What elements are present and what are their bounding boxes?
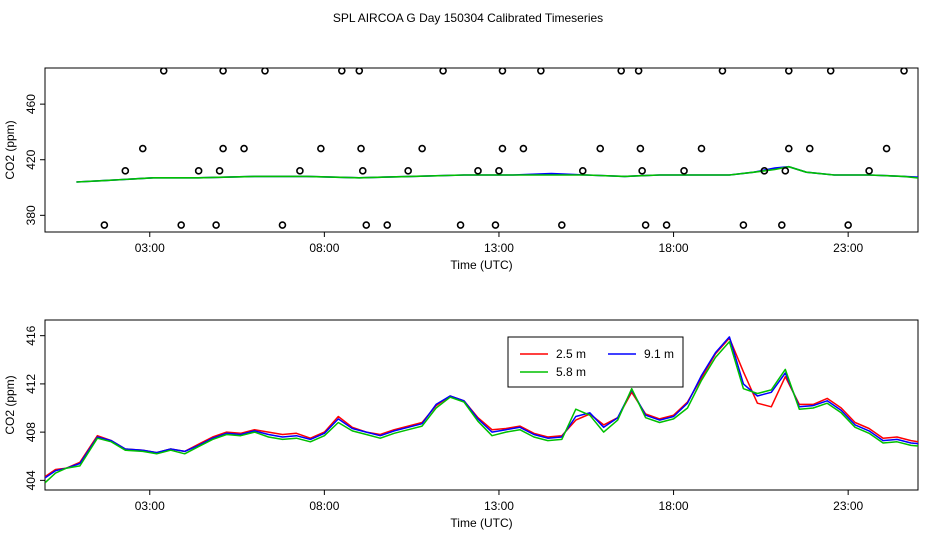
top-xtick-label: 18:00	[659, 241, 689, 255]
data-point	[439, 68, 447, 75]
data-point	[296, 167, 304, 175]
data-point	[781, 167, 790, 175]
figure-title: SPL AIRCOA G Day 150304 Calibrated Times…	[333, 11, 603, 25]
bottom-xtick-label: 23:00	[833, 499, 863, 513]
top-xtick-label: 13:00	[484, 241, 514, 255]
series-9-1-m	[45, 336, 918, 479]
data-point	[357, 144, 365, 153]
data-point	[578, 167, 587, 175]
legend: 2.5 m 9.1 m 5.8 m	[507, 336, 684, 388]
data-point	[194, 167, 203, 175]
bottom-data-area	[45, 336, 918, 484]
data-point	[358, 167, 367, 175]
top-panel: 03:00 08:00 13:00 18:00 23:00 380 420 460 Time (…	[3, 67, 930, 272]
data-point	[456, 221, 465, 229]
data-point	[638, 167, 646, 175]
legend-box	[507, 336, 684, 388]
bottom-ytick-label: 404	[24, 470, 38, 490]
data-point	[865, 167, 873, 175]
data-point	[317, 144, 325, 153]
data-point	[805, 144, 814, 153]
data-point	[634, 68, 643, 75]
series-5-8-m	[45, 340, 918, 484]
data-point	[922, 168, 928, 174]
top-xtick-label: 08:00	[309, 241, 339, 255]
data-point	[219, 68, 227, 75]
bottom-ytick-label: 416	[24, 325, 38, 345]
top-xtick-label: 03:00	[135, 241, 165, 255]
top-xtick-label: 23:00	[833, 241, 863, 255]
data-point	[826, 68, 835, 75]
bottom-xtick-label: 08:00	[309, 499, 339, 513]
data-point	[491, 221, 500, 229]
bottom-panel: 03:00 08:00 13:00 18:00 23:00 404 408 412 416 Tim…	[3, 319, 919, 530]
data-point	[215, 167, 224, 175]
data-point	[924, 222, 930, 228]
data-point	[383, 221, 392, 229]
data-point	[697, 144, 706, 153]
series-2-5-m	[45, 337, 918, 478]
data-point	[418, 144, 426, 153]
bottom-xtick-label: 03:00	[135, 499, 165, 513]
data-point	[920, 146, 926, 152]
bottom-ytick-label: 412	[24, 374, 38, 394]
data-point	[338, 68, 346, 75]
data-point	[784, 68, 793, 75]
data-point	[495, 167, 503, 175]
top-data-area	[76, 68, 930, 229]
top-ytick-label: 420	[24, 149, 38, 169]
data-point	[844, 221, 852, 229]
data-point	[498, 68, 507, 75]
data-point	[261, 68, 269, 75]
data-point	[617, 68, 625, 75]
data-point	[718, 68, 727, 75]
data-point	[159, 68, 168, 75]
bottom-ytick-label: 408	[24, 422, 38, 442]
legend-label: 9.1 m	[644, 347, 674, 361]
data-point	[498, 144, 507, 153]
data-point	[537, 68, 545, 75]
data-point	[212, 221, 220, 229]
bottom-xtick-label: 13:00	[484, 499, 514, 513]
bottom-plot-frame	[44, 319, 919, 491]
data-point	[278, 221, 287, 229]
data-point	[355, 68, 364, 75]
data-point	[474, 167, 482, 175]
bottom-ylabel: CO2 (ppm)	[3, 375, 17, 434]
data-point	[404, 167, 412, 175]
top-ytick-label: 460	[24, 94, 38, 114]
data-point	[784, 144, 793, 153]
data-point	[641, 221, 650, 229]
legend-label: 5.8 m	[556, 365, 586, 379]
bottom-xtick-label: 18:00	[659, 499, 689, 513]
data-point	[760, 167, 769, 175]
top-xlabel: Time (UTC)	[450, 258, 512, 272]
data-point	[100, 221, 109, 229]
top-plot-frame	[44, 67, 919, 233]
data-point	[636, 144, 645, 153]
data-point	[177, 221, 185, 229]
data-point	[138, 144, 147, 153]
data-point	[558, 221, 566, 229]
data-point	[778, 221, 786, 229]
data-point	[121, 167, 130, 175]
top-ylabel: CO2 (ppm)	[3, 120, 17, 179]
data-point	[596, 144, 605, 153]
data-point	[917, 69, 918, 73]
data-point	[739, 221, 748, 229]
top-series-green	[76, 165, 918, 183]
bottom-xlabel: Time (UTC)	[450, 516, 512, 530]
data-point	[662, 221, 671, 229]
data-point	[882, 144, 891, 153]
top-ytick-label: 380	[24, 205, 38, 225]
data-point	[680, 167, 688, 175]
data-point	[240, 144, 248, 153]
legend-label: 2.5 m	[556, 347, 586, 361]
data-point	[519, 144, 528, 153]
data-point	[900, 68, 908, 75]
data-point	[362, 221, 371, 229]
data-point	[219, 144, 227, 153]
